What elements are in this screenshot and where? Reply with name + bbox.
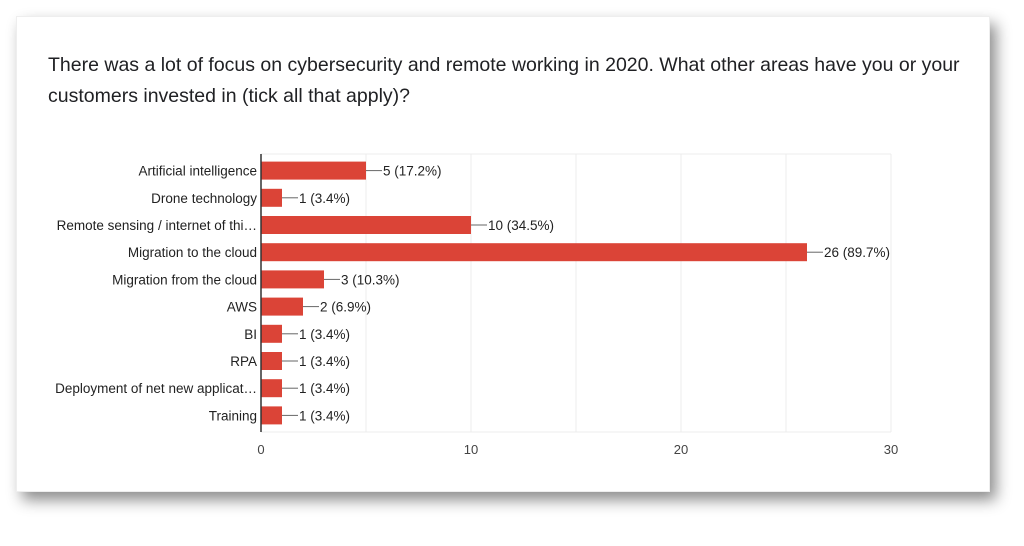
bar: [261, 324, 282, 343]
bar: [261, 406, 282, 425]
x-tick-label: 30: [884, 442, 898, 457]
data-label: 1 (3.4%): [299, 354, 350, 369]
x-tick-label: 20: [674, 442, 688, 457]
category-label: Training: [209, 408, 257, 423]
data-label: 1 (3.4%): [299, 327, 350, 342]
bar: [261, 188, 282, 207]
bar: [261, 379, 282, 398]
category-label: Drone technology: [151, 191, 257, 206]
data-label: 1 (3.4%): [299, 381, 350, 396]
category-label: RPA: [230, 354, 257, 369]
chart-title: There was a lot of focus on cybersecurit…: [48, 54, 960, 107]
data-label: 5 (17.2%): [383, 164, 442, 179]
bar: [261, 161, 366, 180]
data-label: 3 (10.3%): [341, 272, 400, 287]
bar: [261, 243, 807, 262]
x-tick-label: 0: [257, 442, 264, 457]
data-label: 1 (3.4%): [299, 191, 350, 206]
category-label: Migration to the cloud: [128, 245, 257, 260]
bar: [261, 270, 324, 289]
data-label: 26 (89.7%): [824, 245, 890, 260]
bar: [261, 297, 303, 316]
category-label: Deployment of net new applicat…: [55, 381, 257, 396]
x-tick-label: 10: [464, 442, 478, 457]
category-label: Remote sensing / internet of thi…: [57, 218, 257, 233]
data-label: 1 (3.4%): [299, 408, 350, 423]
bar: [261, 216, 471, 234]
category-label: Artificial intelligence: [138, 164, 257, 179]
category-label: Migration from the cloud: [112, 272, 257, 287]
category-label: AWS: [227, 300, 257, 315]
category-label: BI: [244, 327, 257, 342]
data-label: 2 (6.9%): [320, 300, 371, 315]
data-label: 10 (34.5%): [488, 218, 554, 233]
bar: [261, 352, 282, 370]
